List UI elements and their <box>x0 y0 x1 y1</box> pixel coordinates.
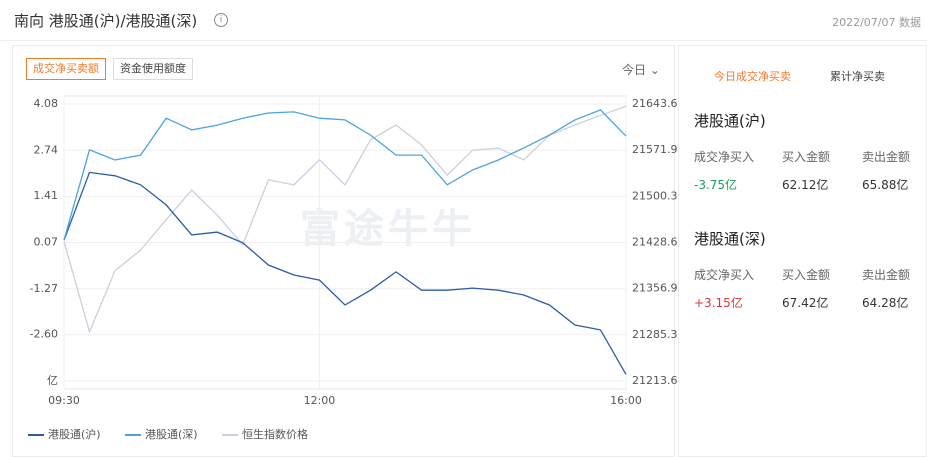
info-icon[interactable]: i <box>214 13 228 27</box>
field-value: 62.12亿 <box>782 178 829 192</box>
divider <box>0 40 927 41</box>
field-label: 成交净买入 <box>694 150 755 164</box>
field-label: 买入金额 <box>782 268 831 282</box>
page-title: 南向 港股通(沪)/港股通(深) <box>14 12 198 30</box>
y2-tick-label: 21285.3 <box>632 328 678 341</box>
y-tick-label: 2.74 <box>34 143 59 156</box>
field-label: 买入金额 <box>782 150 831 164</box>
period-select[interactable]: 今日 ⌄ <box>622 63 660 77</box>
market-name: 港股通(深) <box>694 230 766 248</box>
y-tick-label: 4.08 <box>34 97 59 110</box>
legend-label: 港股通(深) <box>145 428 198 441</box>
tab[interactable]: 成交净买卖额 <box>26 58 106 80</box>
series-line <box>63 105 627 334</box>
y2-tick-label: 21643.6 <box>632 97 678 110</box>
field-label: 卖出金额 <box>862 268 911 282</box>
y-tick-label: 亿 <box>47 374 58 387</box>
watermark: 富途牛牛 <box>300 206 476 252</box>
legend-label: 恒生指数价格 <box>242 427 308 441</box>
panel-tab[interactable]: 累计净买卖 <box>830 70 885 83</box>
y2-tick-label: 21571.9 <box>632 143 678 156</box>
field-value: 65.88亿 <box>862 178 909 192</box>
field-label: 成交净买入 <box>694 268 755 282</box>
x-tick-label: 09:30 <box>48 394 80 407</box>
y-tick-label: -2.60 <box>30 328 58 341</box>
legend-label: 港股通(沪) <box>48 427 101 441</box>
x-tick-label: 16:00 <box>610 394 642 407</box>
field-value: 67.42亿 <box>782 296 829 310</box>
tab[interactable]: 资金使用额度 <box>113 58 193 80</box>
date: 2022/07/07 数据 <box>832 16 921 29</box>
y2-tick-label: 21213.6 <box>632 374 678 387</box>
field-value: +3.15亿 <box>694 296 743 310</box>
y-tick-label: 1.41 <box>34 189 59 202</box>
field-value: 64.28亿 <box>862 296 909 310</box>
x-tick-label: 12:00 <box>304 394 336 407</box>
y2-tick-label: 21356.9 <box>632 282 678 295</box>
y2-tick-label: 21428.6 <box>632 236 678 249</box>
market-name: 港股通(沪) <box>694 112 766 130</box>
series-line <box>63 109 627 241</box>
field-value: -3.75亿 <box>694 178 738 192</box>
series-line <box>63 171 627 375</box>
panel-tab[interactable]: 今日成交净买卖 <box>714 70 791 83</box>
y-tick-label: 0.07 <box>34 236 59 249</box>
y-tick-label: -1.27 <box>30 282 58 295</box>
y2-tick-label: 21500.3 <box>632 189 678 202</box>
field-label: 卖出金额 <box>862 150 911 164</box>
period: 今日 <box>622 63 647 77</box>
